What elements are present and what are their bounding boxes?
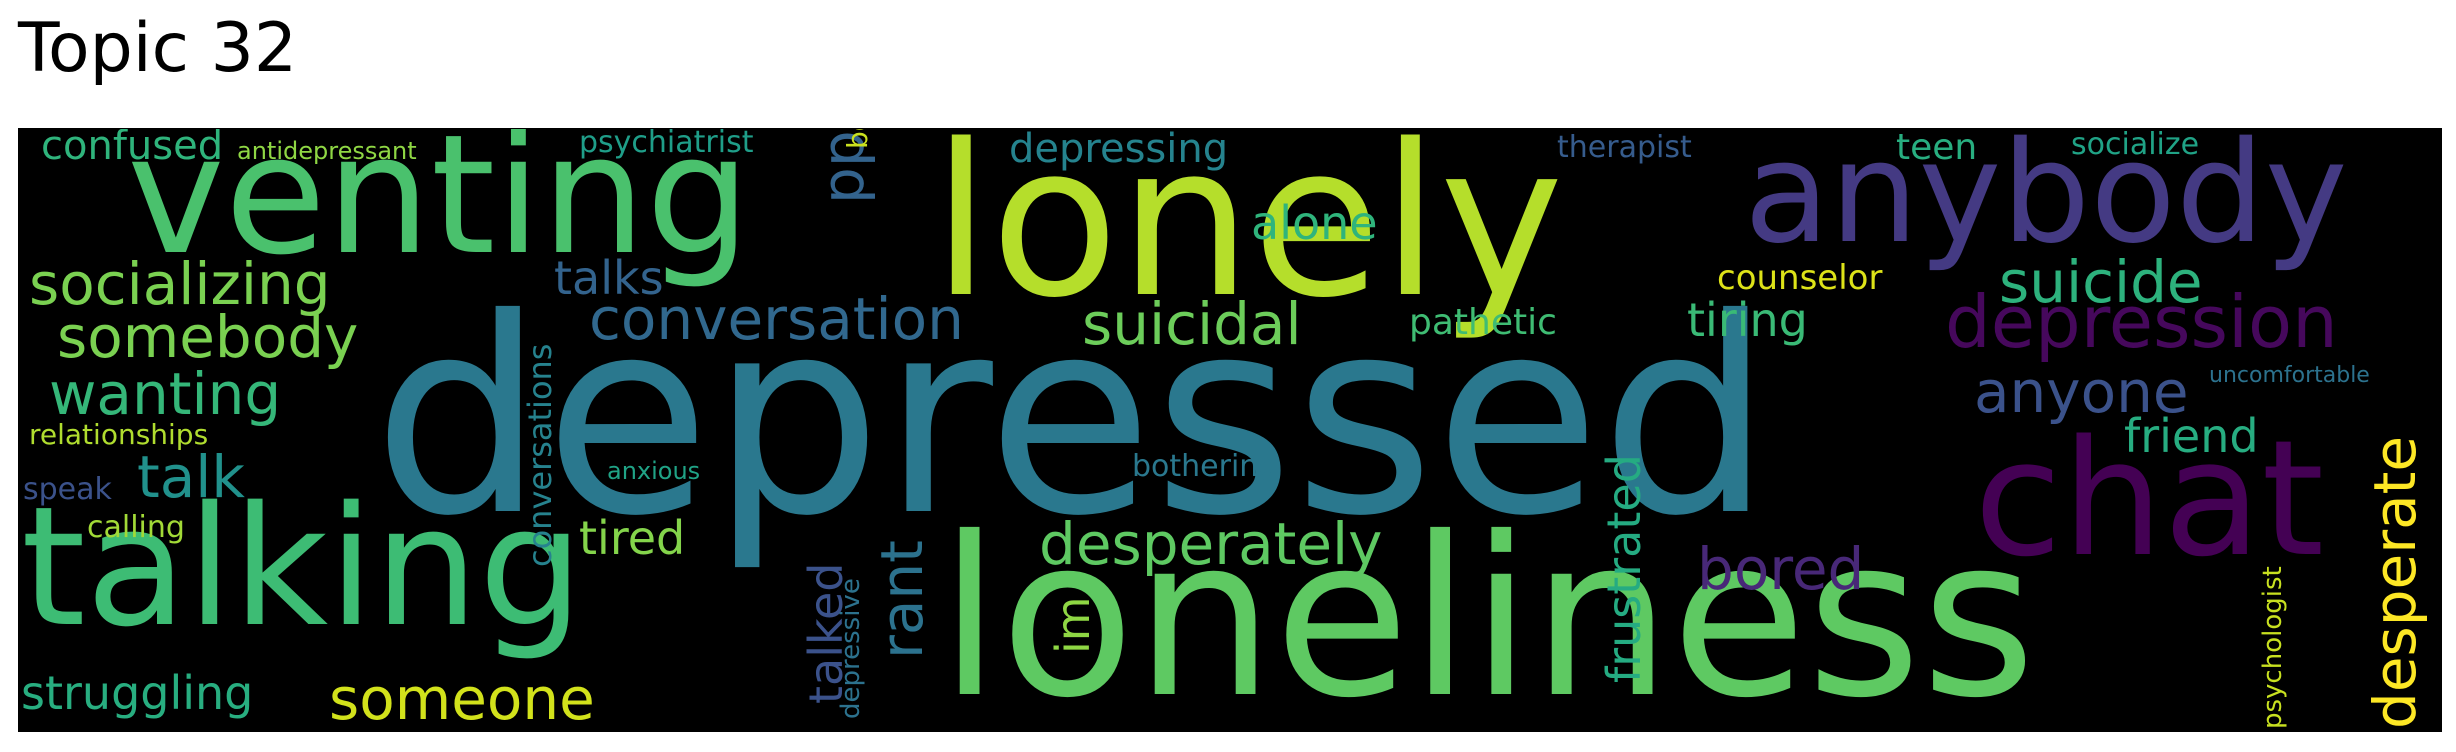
word-counselor: counselor — [1717, 258, 1882, 298]
word-desperately: desperately — [1039, 510, 1382, 578]
word-ppl: ppl — [809, 129, 877, 204]
word-frustrated: frustrated — [1597, 454, 1651, 683]
word-talking: talking — [21, 471, 583, 663]
word-bothering: bothering — [1132, 449, 1277, 484]
word-psychologist: psychologist — [2258, 566, 2288, 729]
word-cloud: depressed lonely loneliness venting talking a… — [18, 128, 2442, 732]
word-someone: someone — [329, 665, 595, 731]
word-somebody: somebody — [57, 303, 358, 371]
word-depressed: depressed — [373, 260, 1772, 575]
word-chat: chat — [1974, 405, 2324, 592]
cloud-background — [19, 129, 2441, 731]
word-suicide: suicide — [1999, 248, 2203, 316]
word-depressive: depressive — [836, 578, 866, 719]
word-desperate: desperate — [2361, 436, 2429, 729]
word-calling: calling — [87, 510, 185, 545]
word-anyone: anyone — [1974, 358, 2189, 426]
word-pathetic: pathetic — [1409, 302, 1557, 343]
figure-title: Topic 32 — [18, 9, 298, 88]
word-suicidal: suicidal — [1082, 290, 1302, 358]
word-psychiatrist: psychiatrist — [579, 129, 754, 160]
word-im: im — [1046, 596, 1100, 654]
word-talk: talk — [137, 443, 245, 511]
word-socializing: socializing — [29, 250, 331, 318]
word-antidepressant: antidepressant — [237, 137, 417, 165]
word-tiring: tiring — [1687, 293, 1808, 347]
word-lonely: lonely — [932, 129, 1564, 344]
word-relationships: relationships — [29, 418, 208, 451]
word-depression: depression — [1945, 280, 2338, 364]
word-alone: alone — [1251, 196, 1378, 250]
word-wanting: wanting — [49, 360, 281, 428]
word-anxious: anxious — [607, 457, 700, 485]
word-speak: speak — [23, 472, 113, 507]
word-friend: friend — [2124, 409, 2259, 463]
word-confused: confused — [41, 129, 223, 169]
word-boyfriend: boyfriend — [841, 129, 874, 149]
word-conversations: conversations — [521, 344, 559, 567]
word-depressing: depressing — [1009, 129, 1228, 172]
word-uncomfortable: uncomfortable — [2209, 363, 2370, 388]
word-talked: talked — [799, 562, 853, 704]
word-bored: bored — [1697, 535, 1864, 603]
word-conversation: conversation — [589, 285, 964, 353]
word-talks: talks — [554, 251, 664, 305]
word-socialize: socialize — [2071, 129, 2199, 162]
word-rant: rant — [868, 540, 936, 659]
word-venting: venting — [127, 129, 751, 291]
word-anybody: anybody — [1744, 129, 2348, 275]
word-loneliness: loneliness — [939, 490, 2036, 731]
word-teen: teen — [1896, 129, 1977, 168]
word-therapist: therapist — [1557, 130, 1692, 165]
word-tired: tired — [579, 511, 685, 565]
word-struggling: struggling — [21, 666, 253, 720]
